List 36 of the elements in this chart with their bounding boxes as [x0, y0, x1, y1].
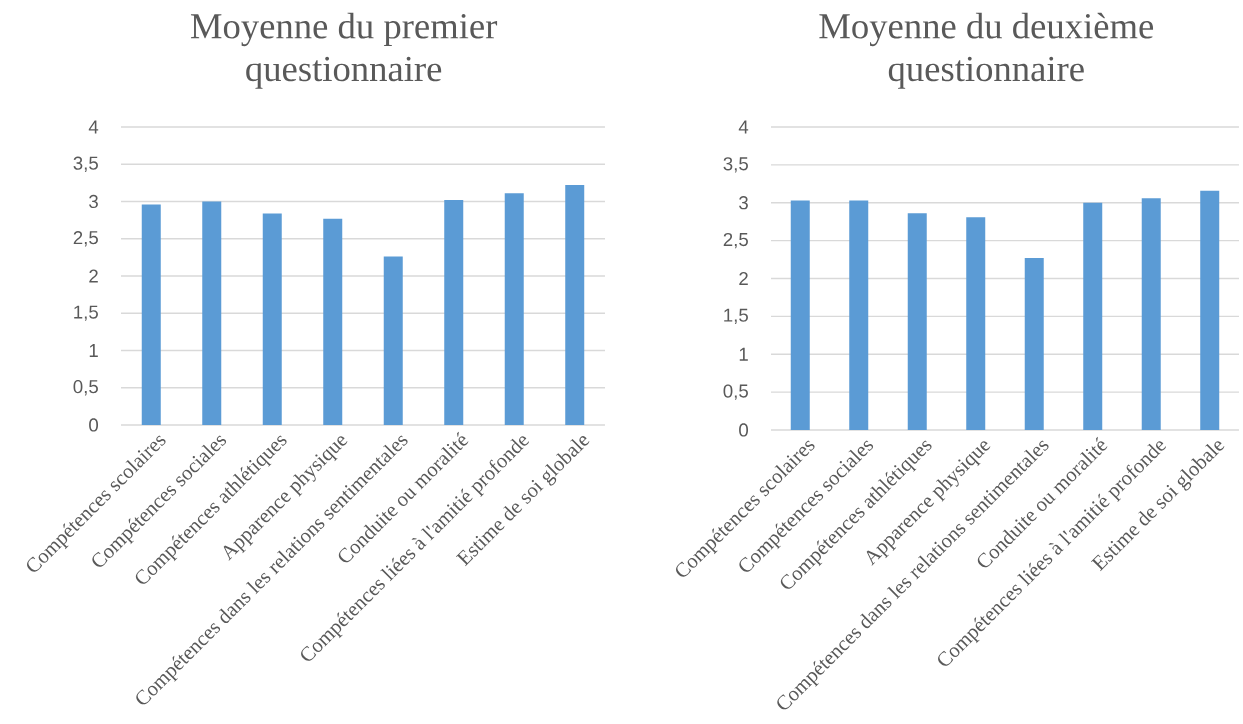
- y-tick-label: 3: [739, 196, 748, 210]
- bar: [565, 185, 585, 425]
- y-tick-label: 0,5: [723, 384, 748, 400]
- y-tick-label: 0,5: [73, 380, 98, 396]
- y-tick-label: 2: [89, 269, 98, 283]
- chart-title: Moyenne du premier questionnaire: [190, 12, 498, 89]
- bar: [141, 204, 161, 425]
- chart-title: Moyenne du deuxième questionnaire: [819, 12, 1154, 89]
- y-tick-label: 0: [89, 418, 99, 432]
- y-tick-label: 2,5: [723, 232, 748, 249]
- y-tick-label: 4: [88, 120, 99, 134]
- bar: [907, 213, 927, 430]
- y-tick-label: 1: [89, 344, 98, 357]
- y-tick-label: 0: [739, 423, 749, 437]
- bar: [202, 201, 222, 425]
- bar: [262, 213, 282, 425]
- bar: [323, 218, 343, 425]
- bar: [1200, 190, 1220, 430]
- y-tick-label: 3,5: [73, 156, 98, 172]
- bar: [383, 256, 403, 425]
- bar: [966, 217, 986, 430]
- y-tick-label: 2: [739, 271, 748, 286]
- bar: [790, 200, 810, 430]
- bar: [444, 200, 464, 425]
- y-tick-label: 3: [89, 194, 98, 209]
- bar: [1083, 202, 1103, 430]
- bar: [504, 193, 524, 425]
- y-tick-label: 1,5: [724, 308, 748, 324]
- y-tick-label: 2,5: [73, 231, 98, 247]
- bar: [1141, 198, 1161, 430]
- y-tick-label: 3,5: [723, 157, 748, 173]
- y-tick-label: 1,5: [74, 305, 98, 321]
- y-tick-label: 4: [738, 120, 749, 134]
- bar: [1024, 258, 1044, 430]
- y-tick-label: 1: [739, 347, 748, 361]
- bar: [849, 200, 869, 430]
